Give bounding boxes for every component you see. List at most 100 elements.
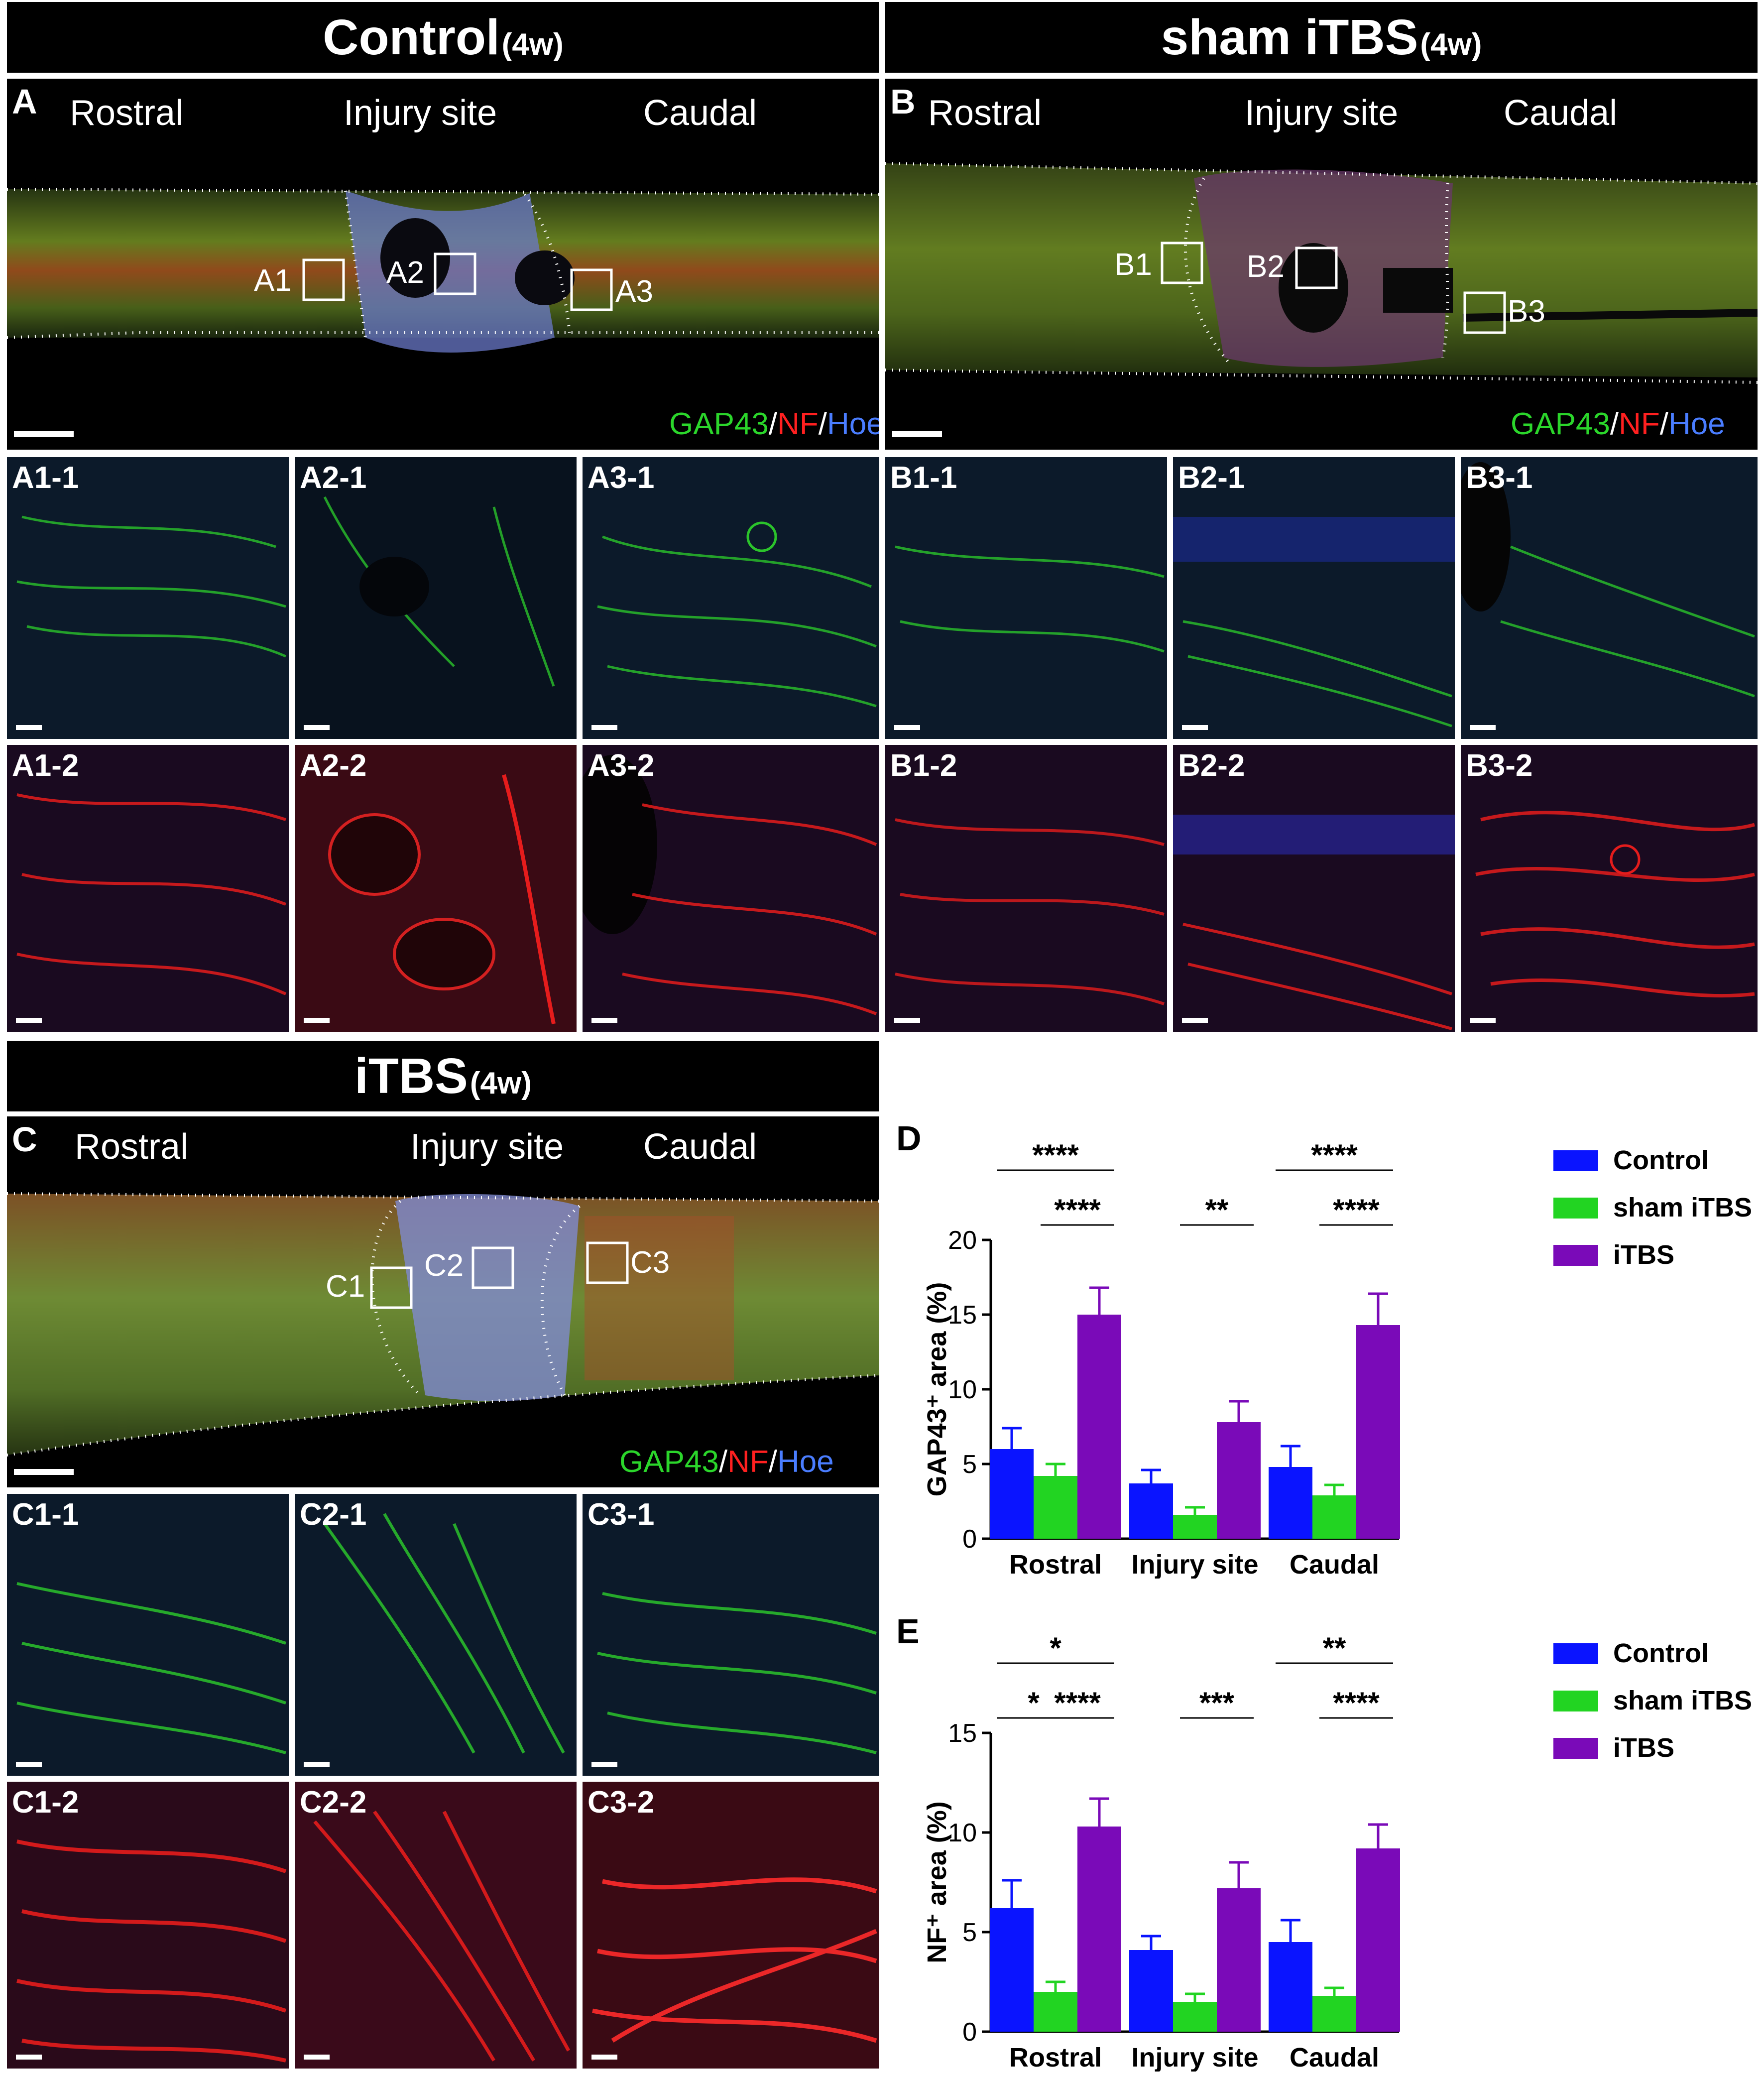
panel-c-rostral: Rostral bbox=[75, 1127, 189, 1167]
legend-swatch-sham-itbs bbox=[1553, 1198, 1598, 1219]
bar-sham-itbs bbox=[1173, 1515, 1217, 1539]
tile-c3-2-label: C3-2 bbox=[588, 1785, 655, 1820]
y-tick-label: 20 bbox=[948, 1226, 977, 1255]
tile-a2-2-scale bbox=[304, 1018, 330, 1023]
legend-label-sham-itbs: sham iTBS bbox=[1613, 1686, 1752, 1715]
tile-a2-2: A2-2 bbox=[295, 745, 577, 1032]
header-itbs-sub: (4w) bbox=[470, 1066, 532, 1100]
tile-c1-2-image bbox=[16, 1839, 287, 2063]
box-c3-label: C3 bbox=[630, 1245, 670, 1280]
tile-a3-1-scale bbox=[591, 725, 617, 730]
stain-legend-c: GAP43/NF/Hoe bbox=[619, 1445, 834, 1479]
x-category-label: Caudal bbox=[1290, 1550, 1379, 1579]
tile-b3-1: B3-1 bbox=[1461, 457, 1758, 739]
legend-label-itbs: iTBS bbox=[1613, 1240, 1674, 1270]
scale-bar-b bbox=[892, 431, 942, 437]
tile-b3-1-label: B3-1 bbox=[1466, 461, 1533, 495]
scale-bar-a bbox=[14, 431, 74, 437]
stain-legend-a: GAP43/NF/Hoe bbox=[669, 407, 879, 441]
tile-c2-2-image bbox=[313, 1810, 571, 2062]
overview-a-image bbox=[7, 188, 879, 353]
scale-bar-c bbox=[14, 1469, 74, 1475]
tile-b3-1-image bbox=[1461, 462, 1755, 698]
legend-label-itbs: iTBS bbox=[1613, 1733, 1674, 1763]
header-sham-title: sham iTBS bbox=[1161, 9, 1418, 65]
y-axis-label: NF⁺ area (%) bbox=[922, 1801, 952, 1963]
bar-sham-itbs bbox=[1312, 1996, 1356, 2032]
tile-b3-1-scale bbox=[1470, 725, 1496, 730]
bar-sham-itbs bbox=[1173, 2002, 1217, 2032]
bar-control bbox=[990, 1908, 1034, 2032]
tile-b2-1-image bbox=[1173, 517, 1455, 728]
tile-c1-2-scale bbox=[16, 2055, 42, 2060]
tile-b3-2: B3-2 bbox=[1461, 745, 1758, 1032]
overview-c-image bbox=[7, 1192, 879, 1457]
panel-b-letter: B bbox=[890, 82, 916, 121]
tile-b2-2-label: B2-2 bbox=[1178, 748, 1245, 783]
tile-a1-1-scale bbox=[16, 725, 42, 730]
tile-a1-2-label: A1-2 bbox=[12, 748, 79, 783]
bar-itbs bbox=[1356, 1848, 1400, 2032]
bar-control bbox=[990, 1449, 1034, 1539]
legend-label-control: Control bbox=[1613, 1638, 1709, 1668]
significance-marker: **** bbox=[1032, 1138, 1079, 1172]
tile-b2-2-scale bbox=[1182, 1018, 1208, 1023]
legend-swatch-itbs bbox=[1553, 1245, 1598, 1266]
tile-a2-1-label: A2-1 bbox=[300, 461, 367, 495]
bar-itbs bbox=[1217, 1888, 1261, 2032]
x-category-label: Caudal bbox=[1290, 2043, 1379, 2072]
tile-c2-1-scale bbox=[304, 1762, 330, 1767]
tile-c2-1-label: C2-1 bbox=[300, 1497, 367, 1532]
tile-b1-1-image bbox=[895, 545, 1165, 653]
panel-a-injury: Injury site bbox=[344, 93, 497, 133]
tile-b1-2: B1-2 bbox=[885, 745, 1167, 1032]
bar-itbs bbox=[1077, 1827, 1121, 2032]
tile-a2-1-scale bbox=[304, 725, 330, 730]
tile-c1-1-label: C1-1 bbox=[12, 1497, 79, 1532]
box-c2-label: C2 bbox=[424, 1248, 464, 1283]
bar-control bbox=[1269, 1467, 1312, 1539]
stain-legend-b: GAP43/NF/Hoe bbox=[1511, 407, 1725, 441]
panel-a-rostral: Rostral bbox=[70, 93, 184, 133]
box-c1-label: C1 bbox=[326, 1269, 365, 1304]
legend-swatch-sham-itbs bbox=[1553, 1691, 1598, 1711]
y-tick-label: 10 bbox=[948, 1819, 977, 1847]
header-control-sub: (4w) bbox=[501, 27, 564, 62]
tile-a3-1-image bbox=[597, 521, 877, 708]
panel-letter-d: D bbox=[896, 1119, 922, 1158]
significance-marker: **** bbox=[1054, 1193, 1101, 1226]
overview-panel-b: B Rostral Injury site Caudal B1 B2 B3 GA… bbox=[885, 79, 1758, 450]
bar-sham-itbs bbox=[1034, 1992, 1077, 2032]
significance-marker: **** bbox=[1311, 1138, 1358, 1172]
tile-a3-2-scale bbox=[591, 1018, 617, 1023]
box-b1-label: B1 bbox=[1114, 247, 1152, 282]
tile-c3-2-image bbox=[592, 1877, 877, 2043]
tile-c1-2-label: C1-2 bbox=[12, 1785, 79, 1820]
panel-c-caudal: Caudal bbox=[643, 1127, 757, 1167]
tile-a3-1: A3-1 bbox=[583, 457, 879, 739]
y-tick-label: 0 bbox=[962, 1525, 977, 1554]
tile-c3-1-scale bbox=[591, 1762, 617, 1767]
y-tick-label: 5 bbox=[962, 1450, 977, 1479]
tile-b2-2: B2-2 bbox=[1173, 745, 1455, 1032]
tile-b3-2-label: B3-2 bbox=[1466, 748, 1533, 783]
tile-b2-1-label: B2-1 bbox=[1178, 461, 1245, 495]
panel-c-letter: C bbox=[12, 1120, 37, 1159]
tile-b1-2-scale bbox=[894, 1018, 920, 1023]
header-control-title: Control bbox=[323, 9, 500, 65]
panel-c-injury: Injury site bbox=[410, 1127, 564, 1167]
tile-c1-2: C1-2 bbox=[7, 1782, 289, 2069]
header-sham-itbs: sham iTBS (4w) bbox=[885, 2, 1758, 73]
tile-a1-2: A1-2 bbox=[7, 745, 289, 1032]
tile-b1-2-image bbox=[895, 818, 1165, 1005]
y-tick-label: 15 bbox=[948, 1301, 977, 1330]
tile-a1-1-image bbox=[16, 515, 287, 658]
tile-c2-2: C2-2 bbox=[295, 1782, 577, 2069]
box-a2-label: A2 bbox=[386, 255, 424, 290]
tile-a1-1: A1-1 bbox=[7, 457, 289, 739]
bar-itbs bbox=[1077, 1315, 1121, 1539]
tile-a1-1-label: A1-1 bbox=[12, 461, 79, 495]
panel-letter-e: E bbox=[896, 1612, 920, 1651]
tile-b1-1-label: B1-1 bbox=[890, 461, 957, 495]
header-itbs-title: iTBS bbox=[354, 1048, 468, 1104]
